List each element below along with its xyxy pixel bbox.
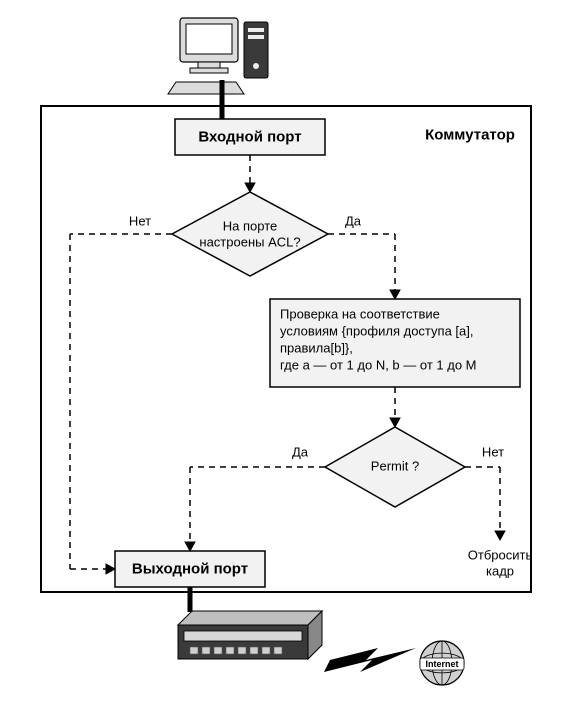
edge-acl-no: Нет <box>129 215 151 230</box>
node-check-line1: Проверка на соответствие <box>280 308 440 323</box>
label-switch: Коммутатор <box>425 126 515 143</box>
node-check-line3: правила[b]}, <box>280 342 353 357</box>
edge-acl-yes: Да <box>345 215 361 230</box>
node-acl-line2: настроены ACL? <box>199 236 300 251</box>
edge-permit-no: Нет <box>482 446 504 461</box>
edge-permit-yes: Да <box>292 446 308 461</box>
node-check-line2: условиям {профиля доступа [a], <box>280 325 473 340</box>
router-icon <box>178 611 322 659</box>
label-drop2: кадр <box>486 565 514 580</box>
computer-icon <box>168 18 268 94</box>
node-acl-line1: На порте <box>223 220 277 235</box>
label-internet: Internet <box>425 659 458 669</box>
flowchart-canvas: Коммутатор Internet Входной порт Выходной п… <box>0 0 563 716</box>
node-in-port: Входной порт <box>198 128 301 145</box>
node-check-line4: где a — от 1 до N, b — от 1 до M <box>280 359 477 374</box>
node-out-port: Выходной порт <box>132 560 248 577</box>
node-permit: Permit ? <box>371 460 419 475</box>
label-drop1: Отбросить <box>468 549 532 564</box>
